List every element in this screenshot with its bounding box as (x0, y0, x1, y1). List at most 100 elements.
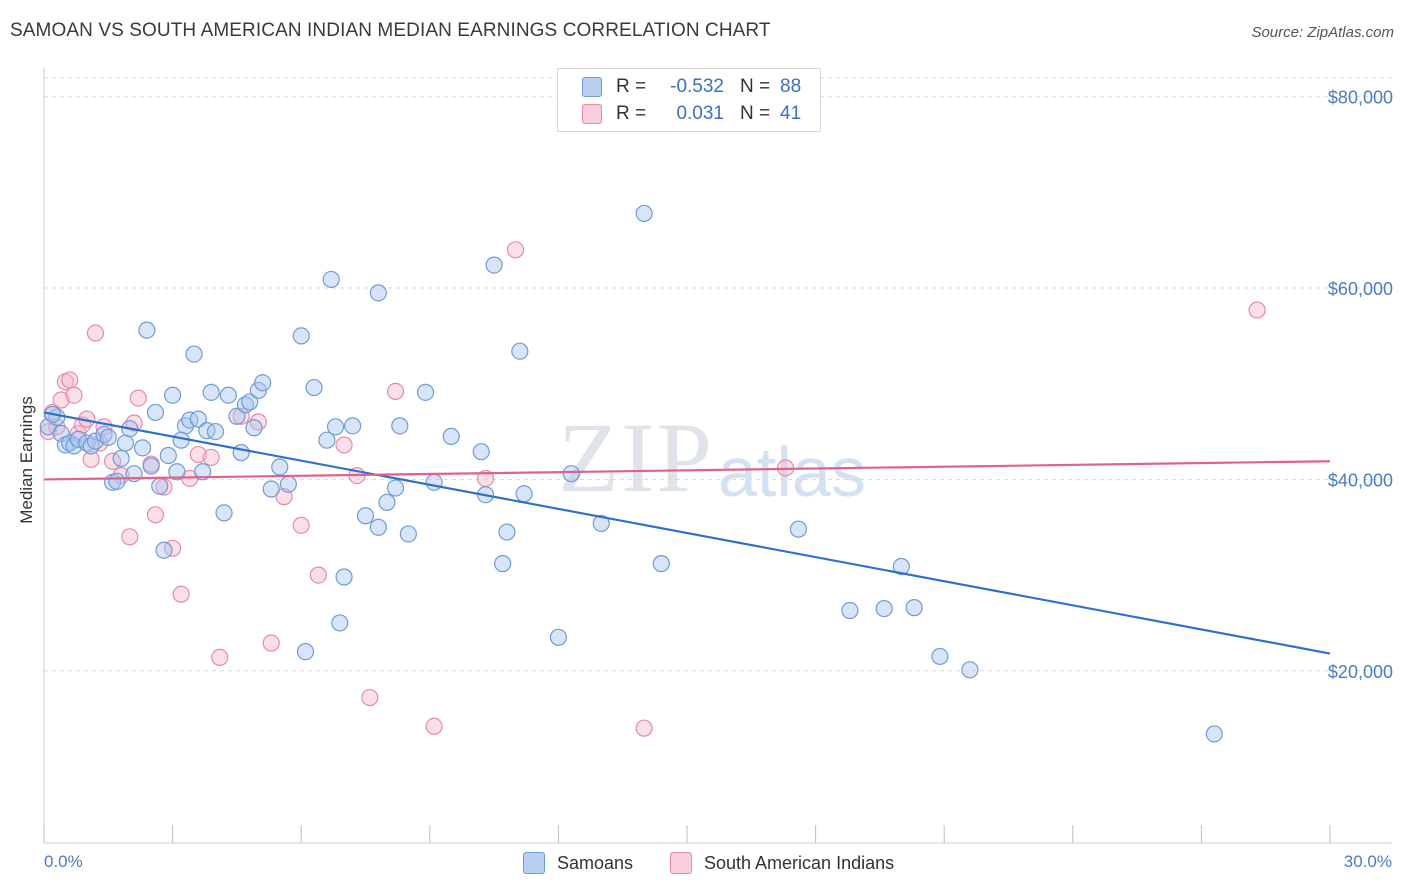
south-american-indian-point (506, 241, 525, 259)
south-american-indian-point (202, 448, 220, 467)
y-tick-label: $20,000 (1328, 662, 1393, 682)
x-tick-label-max: 30.0% (1343, 852, 1392, 871)
samoan-point (331, 614, 349, 632)
samoan-point (164, 386, 182, 404)
samoans-swatch (582, 77, 602, 97)
samoan-point (391, 417, 409, 435)
samoan-point (159, 446, 177, 465)
r-label: R = (616, 76, 647, 97)
south-american-indian-point (121, 528, 139, 546)
samoans-trend-line (43, 411, 1331, 655)
south-american-indian-point (65, 386, 83, 404)
south-american-indian-point (361, 688, 379, 707)
axes (43, 68, 1392, 844)
samoan-point (146, 403, 165, 422)
y-tick-label: $60,000 (1328, 279, 1393, 299)
samoan-point (1205, 725, 1223, 743)
samoan-point (399, 525, 417, 543)
legend-label: South American Indians (704, 852, 895, 873)
samoan-point (356, 507, 375, 525)
samoan-point (498, 523, 516, 541)
samoan-point (254, 374, 272, 392)
samoan-point (961, 661, 979, 679)
n-label: N = (740, 76, 771, 97)
r-value: 0.031 (676, 103, 724, 124)
samoan-point (232, 444, 250, 462)
south-american-indians-trend-line (43, 460, 1331, 481)
samoan-point (369, 518, 387, 536)
samoan-point (108, 472, 126, 490)
gridlines (44, 77, 1392, 672)
samoan-point (194, 463, 212, 481)
samoan-point (515, 485, 533, 503)
samoan-point (592, 514, 610, 533)
series-legend: Samoans South American Indians (0, 852, 1406, 878)
x-tick-label-min: 0.0% (44, 852, 83, 871)
samoan-point (215, 504, 233, 522)
r-value: -0.532 (670, 76, 724, 97)
samoan-point (168, 463, 186, 481)
samoan-point (892, 557, 910, 576)
samoan-point (112, 449, 130, 467)
samoan-point (228, 407, 246, 425)
legend-item-south-american-indians[interactable]: South American Indians (670, 852, 894, 874)
samoan-point (189, 410, 207, 428)
samoan-point (369, 284, 387, 302)
samoan-point (931, 647, 949, 666)
south-american-indian-point (61, 371, 79, 389)
n-value: 41 (780, 103, 802, 124)
legend-label: Samoans (557, 852, 634, 873)
samoan-point (292, 327, 310, 345)
samoan-point (219, 386, 237, 404)
samoan-point (185, 345, 203, 363)
samoan-point (386, 479, 405, 497)
samoan-point (335, 568, 353, 586)
legend-item-samoans[interactable]: Samoans (523, 852, 633, 874)
samoan-point (86, 432, 105, 450)
samoan-point (549, 628, 568, 646)
south-american-indian-point (86, 324, 105, 342)
n-label: N = (740, 103, 771, 124)
samoan-point (472, 443, 490, 461)
chart-title: SAMOAN VS SOUTH AMERICAN INDIAN MEDIAN E… (10, 20, 771, 41)
samoan-point (442, 427, 460, 445)
series-samoans (39, 204, 1223, 743)
n-value: 88 (780, 76, 802, 97)
samoan-point (279, 475, 297, 493)
samoan-point (241, 393, 259, 411)
south-american-indian-point (425, 717, 443, 735)
south-american-indian-point (309, 566, 327, 584)
r-label: R = (616, 103, 647, 124)
y-tick-labels: $20,000 $40,000 $60,000 $80,000 (1328, 88, 1393, 682)
samoan-point (138, 321, 156, 339)
samoan-point (905, 599, 923, 617)
samoan-point (206, 422, 225, 441)
samoan-point (652, 555, 670, 573)
samoan-point (155, 541, 173, 559)
samoan-point (305, 378, 323, 397)
samoan-point (181, 411, 199, 429)
samoan-point (789, 520, 808, 538)
samoan-point (875, 599, 893, 618)
samoan-point (378, 493, 396, 511)
samoan-point (198, 422, 216, 440)
samoans-legend-swatch (523, 852, 545, 874)
samoan-point (841, 601, 859, 620)
south-american-indian-point (1248, 301, 1266, 319)
south-american-indian-point (292, 516, 310, 534)
samoan-point (296, 643, 315, 661)
samoan-point (202, 383, 220, 401)
series-south-american-indians (39, 241, 1266, 737)
stats-legend: R = -0.532 N = 88 R = 0.031 N = 41 (557, 68, 821, 132)
south-american-indians-swatch (582, 104, 602, 124)
watermark-zip: ZIP (558, 402, 714, 513)
samoan-point (416, 383, 435, 401)
south-american-indian-point (335, 436, 353, 454)
source-label: Source: ZipAtlas.com (1251, 24, 1394, 41)
samoan-point (245, 419, 263, 437)
samoan-point (635, 204, 653, 223)
samoan-point (99, 428, 117, 446)
samoan-point (322, 270, 340, 289)
samoan-point (142, 457, 160, 475)
